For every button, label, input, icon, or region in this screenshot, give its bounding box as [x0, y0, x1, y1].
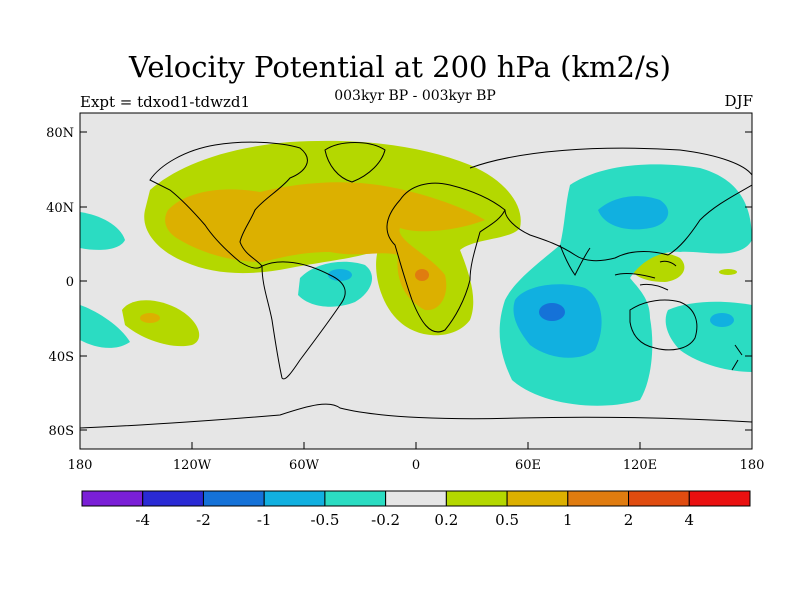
lon-label-60e: 60E — [515, 458, 541, 473]
lat-label-80n: 80N — [46, 126, 74, 141]
coast-indonesia — [614, 260, 677, 291]
coast-australia — [629, 299, 698, 351]
lon-label-60w: 60W — [289, 458, 320, 473]
lat-label-0: 0 — [66, 275, 74, 290]
colorbar-swatch — [688, 490, 751, 507]
coast-greenland — [324, 142, 386, 183]
lon-label-180e: 180 — [740, 458, 765, 473]
coast-antarctica — [80, 403, 752, 429]
colorbar-label: -1 — [257, 511, 272, 529]
colorbar-label: 1 — [563, 511, 573, 529]
map-title: Velocity Potential at 200 hPa (km2/s) — [129, 50, 671, 84]
colorbar-swatch — [628, 490, 690, 507]
contour-negative-max — [539, 303, 565, 321]
contour-positive-small — [719, 269, 737, 275]
coast-india — [559, 244, 591, 276]
colorbar-swatch — [385, 490, 447, 507]
contour-negative-south-america — [298, 261, 373, 307]
lat-label-40n: 40N — [46, 201, 74, 216]
contour-positive-pacific — [122, 300, 200, 347]
contour-negative-south-america-core — [328, 269, 352, 281]
contour-negative-east-pacific — [80, 212, 125, 250]
contour-negative-sw-pacific-core — [710, 313, 734, 327]
lat-label-40s: 40S — [49, 350, 74, 365]
colorbar-swatch — [142, 490, 204, 507]
colorbar-swatch — [567, 490, 630, 507]
colorbar-label: 0.2 — [434, 511, 458, 529]
colorbar-label: -2 — [196, 511, 211, 529]
colorbar-swatch — [202, 490, 265, 507]
map-subtitle: 003kyr BP - 003kyr BP — [334, 88, 496, 104]
colorbar-label: -0.2 — [371, 511, 400, 529]
coast-north-america — [149, 141, 308, 269]
lon-label-0: 0 — [412, 458, 420, 473]
coast-asia — [469, 147, 752, 262]
lon-label-120w: 120W — [173, 458, 212, 473]
contour-negative-asia — [598, 196, 669, 230]
colorbar-swatch — [263, 490, 326, 507]
colorbar-swatch — [324, 490, 387, 507]
coast-europe-africa — [386, 182, 506, 333]
coast-new-zealand — [731, 344, 743, 371]
contour-positive-pacific-core — [140, 313, 160, 323]
colorbar-label: -4 — [135, 511, 150, 529]
colorbar-label: 4 — [684, 511, 694, 529]
lon-tick-marks — [79, 442, 753, 449]
coastlines — [80, 141, 752, 429]
contour-negative-indian — [513, 284, 602, 358]
lon-label-120e: 120E — [623, 458, 657, 473]
contour-negative-east-pacific-south — [80, 305, 130, 348]
colorbar-label: 0.5 — [495, 511, 519, 529]
colorbar: -4 -2 -1 -0.5 -0.2 0.2 0.5 1 2 4 — [81, 490, 751, 529]
colorbar-swatch — [506, 490, 569, 507]
lat-tick-marks — [80, 131, 752, 431]
lat-label-80s: 80S — [49, 424, 74, 439]
experiment-label: Expt = tdxod1-tdwzd1 — [80, 93, 250, 111]
coast-south-america — [261, 261, 346, 380]
colorbar-swatch — [81, 490, 144, 507]
colorbar-label: 2 — [624, 511, 634, 529]
contour-positive-max — [415, 269, 429, 281]
lon-label-180w: 180 — [68, 458, 93, 473]
season-label: DJF — [724, 92, 753, 110]
colorbar-swatch — [445, 490, 508, 507]
colorbar-label: -0.5 — [310, 511, 339, 529]
